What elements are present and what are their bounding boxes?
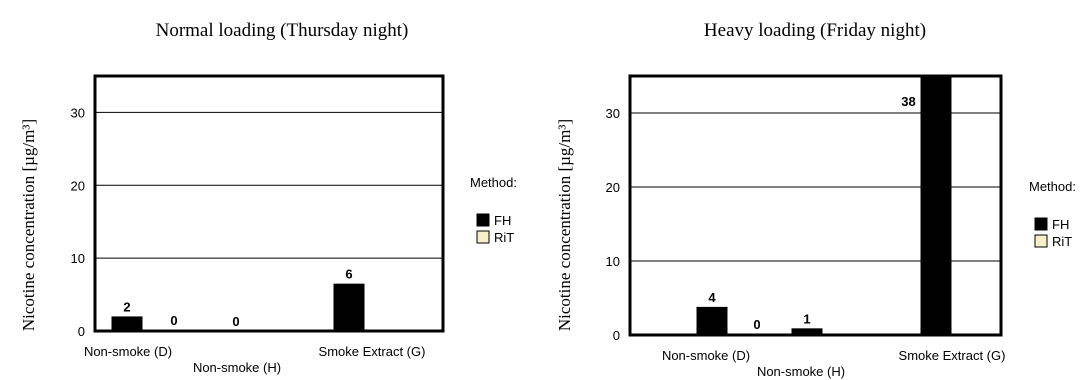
chart-panel-heavy: Heavy loading (Friday night) Nicotine co… xyxy=(555,20,1076,379)
legend-swatch-rit xyxy=(1034,234,1048,248)
x-tick-label: Non-smoke (H) xyxy=(193,360,281,375)
y-tick-label: 10 xyxy=(606,254,620,269)
y-tick-label: 0 xyxy=(78,324,85,339)
y-tick-label: 10 xyxy=(71,251,85,266)
data-label-fh: 38 xyxy=(901,94,915,109)
data-label-fh: 2 xyxy=(123,299,130,314)
data-label-fh: 4 xyxy=(708,290,716,305)
plot-frame xyxy=(93,74,445,333)
y-tick-label: 30 xyxy=(71,105,85,120)
x-tick-label: Non-smoke (D) xyxy=(662,348,750,363)
bar-fh xyxy=(791,328,823,335)
legend: Method: FH RiT xyxy=(470,175,517,245)
legend-swatch-rit xyxy=(476,230,490,244)
legend-title: Method: xyxy=(1029,179,1076,194)
y-tick-label: 20 xyxy=(606,180,620,195)
bar-fh xyxy=(111,316,143,331)
legend-label-fh: FH xyxy=(494,213,511,228)
legend-swatch-fh xyxy=(1034,217,1048,231)
chart-title: Heavy loading (Friday night) xyxy=(704,20,926,41)
y-tick-label: 0 xyxy=(613,328,620,343)
legend-label-rit: RiT xyxy=(1052,234,1072,249)
bar-fh xyxy=(920,76,952,335)
legend-title: Method: xyxy=(470,175,517,190)
data-label-fh: 6 xyxy=(345,267,352,282)
bar-fh xyxy=(333,283,365,331)
bar-fh xyxy=(696,306,728,335)
data-label-rit: 0 xyxy=(170,313,177,328)
x-tick-label: Non-smoke (H) xyxy=(757,364,845,379)
data-label-fh: 0 xyxy=(232,314,239,329)
chart-title: Normal loading (Thursday night) xyxy=(156,20,409,41)
y-tick-label: 20 xyxy=(71,178,85,193)
y-axis-label: Nicotine concentration [µg/m³] xyxy=(19,119,38,331)
legend-label-rit: RiT xyxy=(494,230,514,245)
x-tick-label: Smoke Extract (G) xyxy=(319,344,426,359)
legend: Method: FH RiT xyxy=(1029,179,1076,249)
legend-swatch-fh xyxy=(476,213,490,227)
plot-frame xyxy=(628,74,1003,337)
legend-label-fh: FH xyxy=(1052,217,1069,232)
data-label-fh: 1 xyxy=(803,311,810,326)
chart-panel-normal: Normal loading (Thursday night) Nicotine… xyxy=(19,20,517,375)
y-axis-label: Nicotine concentration [µg/m³] xyxy=(555,119,574,331)
y-tick-label: 30 xyxy=(606,106,620,121)
x-tick-label: Smoke Extract (G) xyxy=(899,348,1006,363)
data-label-rit: 0 xyxy=(753,317,760,332)
x-tick-label: Non-smoke (D) xyxy=(84,344,172,359)
